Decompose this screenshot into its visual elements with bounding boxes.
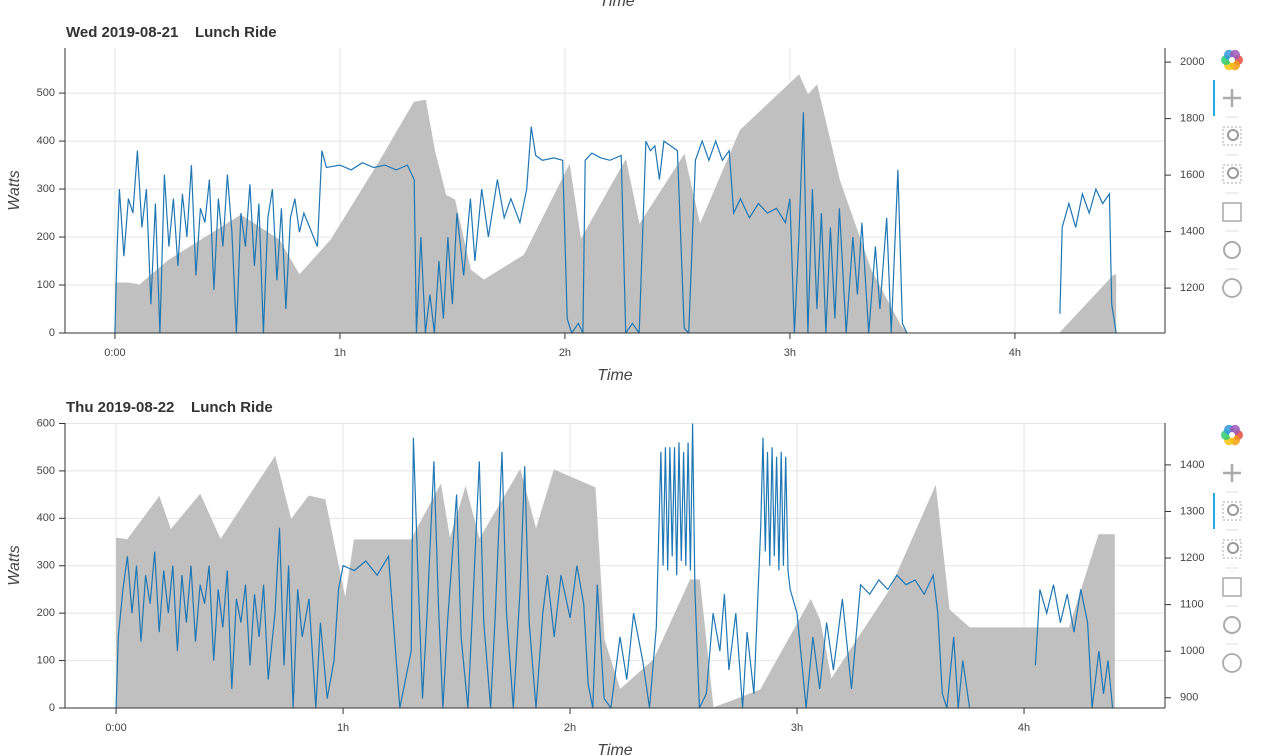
x-axis-label: Time (597, 367, 633, 384)
help-tool[interactable] (1222, 278, 1242, 298)
y-tick-label: 0 (49, 702, 55, 714)
y2-tick-label: 2000 (1180, 56, 1204, 68)
pan-tool[interactable] (1223, 89, 1241, 107)
y2-tick-label: 1000 (1180, 645, 1204, 657)
toolbar (1213, 49, 1243, 298)
y-tick-label: 300 (37, 560, 55, 572)
y-tick-label: 100 (37, 654, 55, 666)
wheel-zoom-tool-lens (1227, 542, 1239, 554)
line (114, 112, 1117, 333)
zoom-tool-lens (1227, 129, 1239, 141)
y-tick-label: 600 (37, 417, 55, 429)
y-tick-label: 0 (49, 327, 55, 339)
wheel-zoom-tool[interactable] (1222, 164, 1242, 184)
x-tick-label: 3h (784, 347, 796, 359)
y-tick-label: 500 (37, 87, 55, 99)
x-tick-label: 3h (791, 722, 803, 734)
plot-area (115, 423, 1115, 708)
zoom-tool-lens (1227, 504, 1239, 516)
x-tick-label: 0:00 (105, 722, 126, 734)
plot: Wed 2019-08-21 Lunch Ride 0:00 1h 2h 3h 4h 0 10… (6, 24, 1243, 384)
line (115, 423, 1114, 708)
y-axis-label: Watts (6, 170, 23, 211)
area-fill (116, 456, 1115, 708)
chart-title: Wed 2019-08-21 Lunch Ride (66, 24, 277, 41)
pan-tool[interactable] (1223, 464, 1241, 482)
y-tick-label: 300 (37, 183, 55, 195)
x-tick-label: 2h (564, 722, 576, 734)
y2-tick-label: 1400 (1180, 459, 1204, 471)
y-tick-label: 200 (37, 231, 55, 243)
reset-tool[interactable] (1223, 616, 1241, 634)
x-axis-label: Time (597, 742, 633, 756)
y-tick-label: 400 (37, 512, 55, 524)
y2-tick-label: 900 (1180, 692, 1198, 704)
reset-tool[interactable] (1223, 241, 1241, 259)
x-tick-label: 2h (559, 347, 571, 359)
y2-tick-label: 1200 (1180, 552, 1204, 564)
plot-area (114, 74, 1117, 333)
area-fill (114, 75, 1117, 333)
logo-center (1229, 57, 1235, 63)
zoom-tool[interactable] (1222, 501, 1242, 521)
y-tick-label: 200 (37, 607, 55, 619)
zoom-tool[interactable] (1222, 126, 1242, 146)
y-tick-label: 100 (37, 279, 55, 291)
y-axis-label: Watts (6, 545, 23, 586)
y2-tick-label: 1600 (1180, 169, 1204, 181)
y2-tick-label: 1400 (1180, 226, 1204, 238)
logo-center (1229, 432, 1235, 438)
x-tick-label: 1h (334, 347, 346, 359)
y2-tick-label: 1800 (1180, 113, 1204, 125)
y2-tick-label: 1300 (1180, 505, 1204, 517)
help-tool[interactable] (1222, 653, 1242, 673)
area-edge (114, 74, 1117, 333)
x-tick-label: 4h (1009, 347, 1021, 359)
chart-title: Thu 2019-08-22 Lunch Ride (66, 399, 273, 416)
y-tick-label: 400 (37, 135, 55, 147)
save-tool[interactable] (1222, 202, 1242, 222)
save-tool[interactable] (1222, 577, 1242, 597)
plot: Thu 2019-08-22 Lunch Ride 0:00 1h 2h 3h 4h 0 10… (6, 399, 1243, 756)
x-tick-label: 0:00 (104, 347, 125, 359)
wheel-zoom-tool[interactable] (1222, 539, 1242, 559)
y2-tick-label: 1100 (1180, 599, 1204, 611)
x-tick-label: 4h (1018, 722, 1030, 734)
area-edge (116, 455, 1115, 708)
wheel-zoom-tool-lens (1227, 167, 1239, 179)
previous-x-axis-label: Time (599, 0, 635, 10)
y-tick-label: 500 (37, 465, 55, 477)
toolbar (1213, 424, 1243, 673)
x-tick-label: 1h (337, 722, 349, 734)
y2-tick-label: 1200 (1180, 282, 1204, 294)
